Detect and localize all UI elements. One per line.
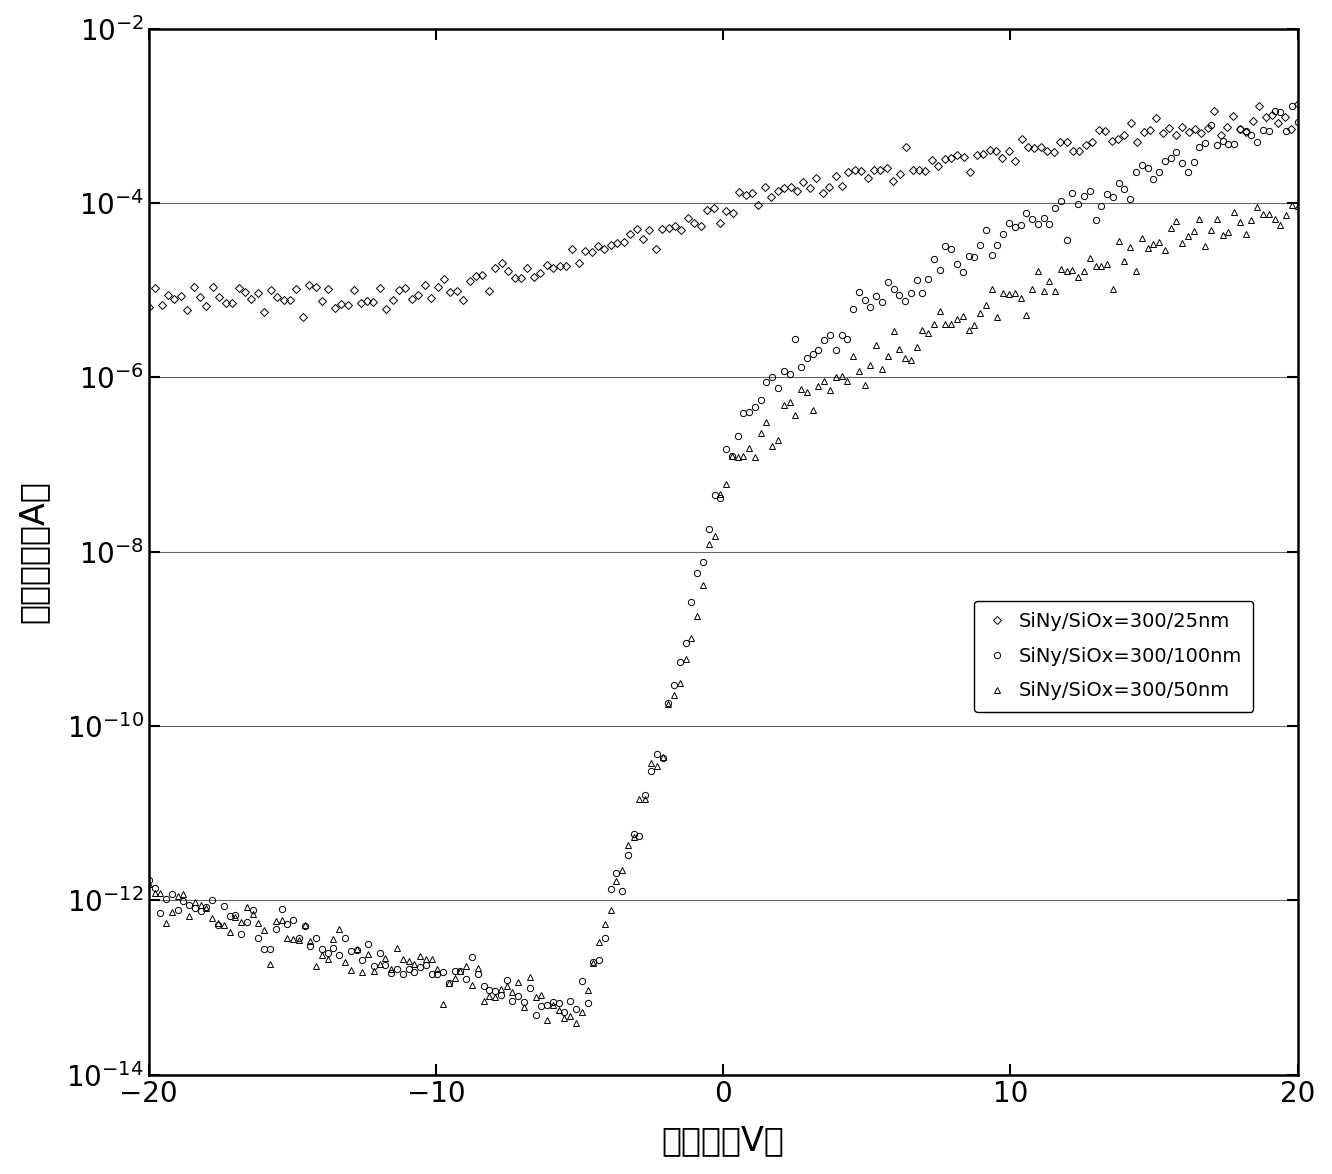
SiNy/SiOx=300/25nm	[583, 245, 599, 259]
SiNy/SiOx=300/100nm	[1237, 124, 1253, 139]
SiNy/SiOx=300/25nm	[1289, 97, 1305, 112]
X-axis label: 栊电压（V）: 栊电压（V）	[662, 1125, 785, 1158]
SiNy/SiOx=300/50nm	[1237, 227, 1253, 241]
SiNy/SiOx=300/50nm	[1197, 239, 1213, 254]
SiNy/SiOx=300/25nm	[160, 288, 176, 302]
SiNy/SiOx=300/25nm	[385, 294, 401, 308]
SiNy/SiOx=300/50nm	[141, 877, 157, 891]
SiNy/SiOx=300/50nm	[1284, 198, 1300, 212]
SiNy/SiOx=300/25nm	[141, 301, 157, 315]
SiNy/SiOx=300/100nm	[354, 952, 370, 966]
Y-axis label: 漏极电流（A）: 漏极电流（A）	[17, 480, 49, 623]
SiNy/SiOx=300/100nm	[210, 918, 226, 932]
SiNy/SiOx=300/25nm	[294, 310, 310, 324]
SiNy/SiOx=300/50nm	[1289, 198, 1305, 212]
SiNy/SiOx=300/100nm	[141, 872, 157, 886]
SiNy/SiOx=300/50nm	[446, 971, 462, 985]
Line: SiNy/SiOx=300/50nm: SiNy/SiOx=300/50nm	[145, 202, 1301, 1026]
SiNy/SiOx=300/25nm	[276, 294, 292, 308]
SiNy/SiOx=300/100nm	[1197, 136, 1213, 150]
Line: SiNy/SiOx=300/25nm: SiNy/SiOx=300/25nm	[145, 101, 1301, 321]
SiNy/SiOx=300/100nm	[1289, 115, 1305, 129]
SiNy/SiOx=300/100nm	[1284, 99, 1300, 113]
SiNy/SiOx=300/50nm	[567, 1016, 583, 1030]
SiNy/SiOx=300/50nm	[210, 916, 226, 930]
Line: SiNy/SiOx=300/100nm: SiNy/SiOx=300/100nm	[145, 102, 1301, 1018]
SiNy/SiOx=300/100nm	[446, 964, 462, 978]
SiNy/SiOx=300/50nm	[354, 965, 370, 979]
SiNy/SiOx=300/100nm	[186, 900, 202, 915]
SiNy/SiOx=300/100nm	[527, 1008, 543, 1023]
Legend: SiNy/SiOx=300/25nm, SiNy/SiOx=300/100nm, SiNy/SiOx=300/50nm: SiNy/SiOx=300/25nm, SiNy/SiOx=300/100nm,…	[974, 601, 1253, 713]
SiNy/SiOx=300/25nm	[1168, 128, 1184, 142]
SiNy/SiOx=300/50nm	[186, 896, 202, 910]
SiNy/SiOx=300/25nm	[1257, 109, 1273, 123]
